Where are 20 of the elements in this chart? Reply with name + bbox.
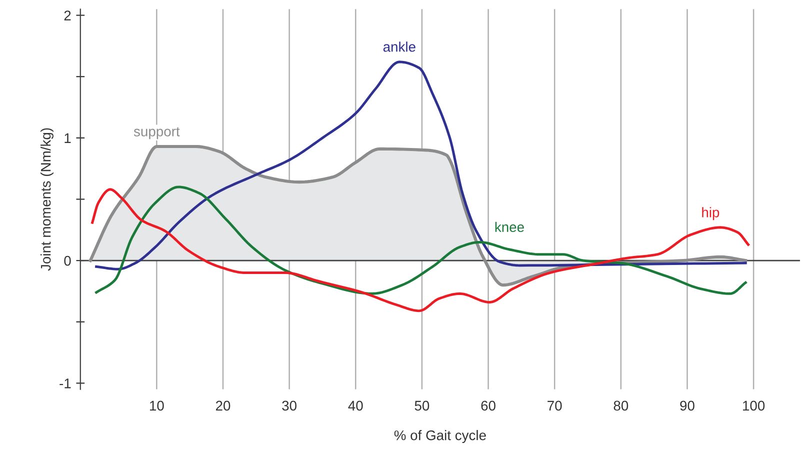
y-axis-title: Joint moments (Nm/kg)	[40, 128, 54, 271]
series-label: ankle	[383, 42, 416, 52]
x-tick-label: 10	[150, 400, 164, 411]
y-tick-label: 2	[64, 10, 71, 20]
series-label: knee	[495, 222, 524, 232]
series-label: support	[134, 127, 180, 140]
y-tick-label: -1	[60, 378, 71, 388]
x-tick-label: 80	[614, 400, 628, 411]
x-tick-label: 50	[414, 400, 430, 411]
x-tick-label: 90	[680, 400, 694, 411]
x-tick-label: 30	[282, 400, 296, 411]
x-tick-label: 60	[481, 400, 496, 411]
x-tick-label: 20	[216, 400, 230, 411]
x-tick-label: 70	[548, 400, 562, 411]
y-tick-label: 1	[64, 133, 71, 143]
y-tick-label: 0	[64, 256, 71, 266]
series-label: hip	[702, 207, 720, 220]
x-tick-label: 40	[348, 400, 363, 411]
x-tick-label: 100	[743, 400, 765, 411]
x-axis-title: % of Gait cycle	[394, 430, 486, 443]
